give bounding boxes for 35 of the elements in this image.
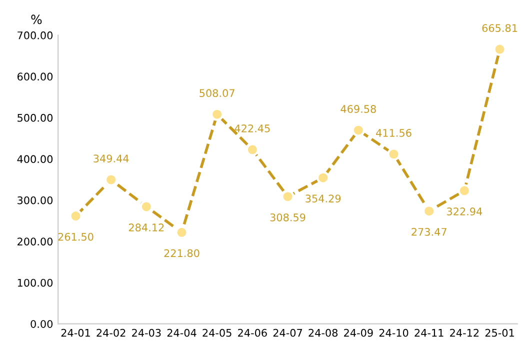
data-label: 508.07 [200,89,234,98]
y-tick-label: 0.00 [30,320,53,328]
x-tick-label: 24-03 [132,328,161,337]
y-tick-label: 300.00 [18,196,53,204]
data-label: 322.94 [447,208,482,216]
x-tick-label: 24-12 [450,328,479,337]
data-label: 354.29 [306,194,341,202]
data-label: 284.12 [128,224,164,232]
data-label: 273.47 [412,228,446,236]
y-tick-label: 400.00 [17,155,53,164]
x-tick-label: 25-01 [485,328,514,337]
x-tick-label: 24-10 [379,328,408,337]
y-tick-label: 700.00 [18,31,53,40]
data-label: 349.44 [94,154,129,162]
x-tick-label: 24-05 [202,328,232,337]
y-tick-label: 200.00 [18,238,53,246]
x-tick-label: 24-08 [308,328,338,337]
data-label: 308.59 [270,213,306,222]
x-tick-label: 24-04 [167,328,196,337]
x-tick-label: 24-07 [273,328,302,337]
data-label: 221.80 [164,249,200,258]
y-tick-label: 100.00 [18,278,53,287]
x-tick-label: 24-02 [96,328,126,337]
data-label: 261.50 [58,232,94,241]
y-tick-label: 500.00 [18,114,53,122]
x-tick-label: 24-09 [344,328,373,337]
data-label: 469.58 [340,105,376,113]
y-tick-label: 600.00 [18,72,53,81]
x-tick-label: 24-11 [414,328,444,337]
x-tick-label: 24-01 [61,328,90,337]
data-label: 422.45 [234,124,270,132]
x-tick-label: 24-06 [238,328,267,337]
data-label: 665.81 [482,24,518,32]
data-label: 411.56 [376,128,412,137]
y-axis-title: % [31,14,42,24]
